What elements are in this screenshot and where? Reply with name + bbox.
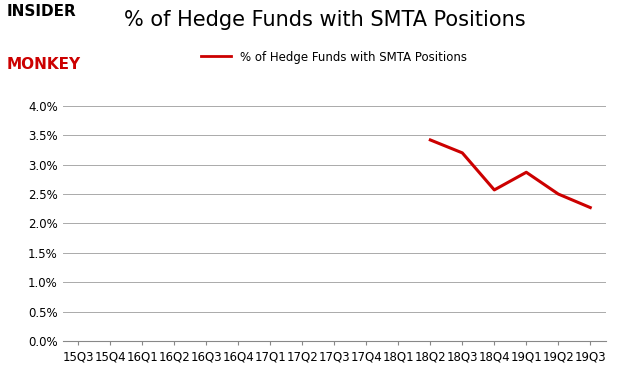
Text: INSIDER: INSIDER <box>6 4 76 19</box>
Text: % of Hedge Funds with SMTA Positions: % of Hedge Funds with SMTA Positions <box>124 10 526 30</box>
Legend: % of Hedge Funds with SMTA Positions: % of Hedge Funds with SMTA Positions <box>197 46 472 68</box>
Text: MONKEY: MONKEY <box>6 57 81 72</box>
